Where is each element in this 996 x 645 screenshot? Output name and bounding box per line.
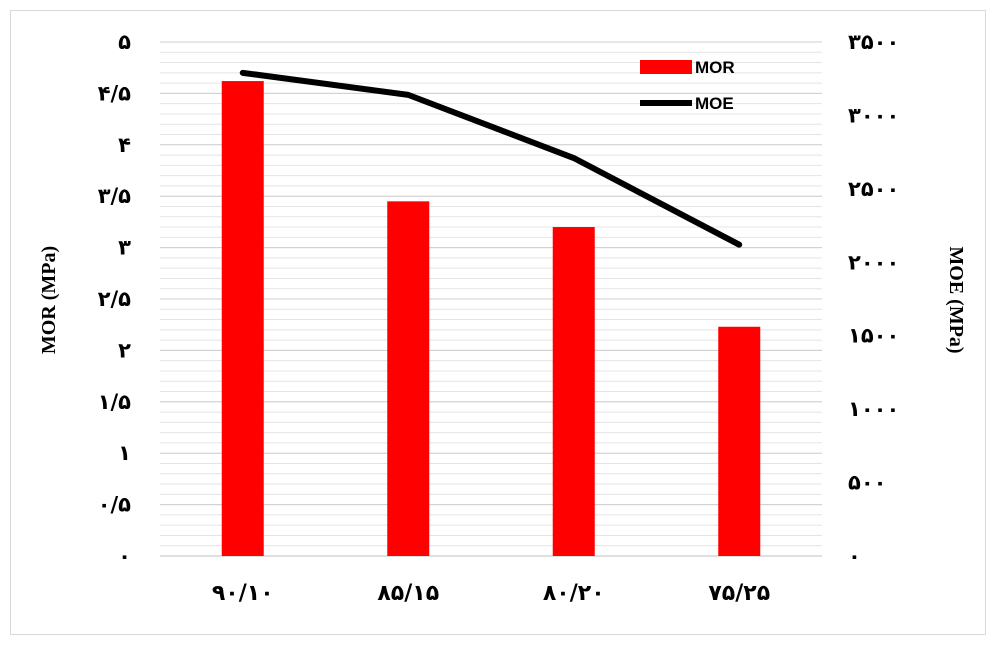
y2-tick-label: ۲۰۰۰ <box>848 250 899 274</box>
line-moe <box>239 69 743 248</box>
y2-tick-label: ۲۵۰۰ <box>848 177 899 201</box>
legend-swatch-mor <box>640 60 692 74</box>
y2-tick-label: ۱۰۰۰ <box>848 397 899 421</box>
y-tick-label: ۴/۵ <box>98 81 131 105</box>
x-tick-label: ۷۵/۲۵ <box>708 581 770 606</box>
x-tick-label: ۹۰/۱۰ <box>212 581 274 606</box>
y2-tick-label: ۵۰۰ <box>848 471 886 495</box>
y-tick-label: ۴ <box>118 133 131 157</box>
y2-axis-title: MOE (MPa) <box>945 246 967 353</box>
legend-label-moe: MOE <box>695 94 734 113</box>
x-tick-label: ۸۰/۲۰ <box>543 581 605 606</box>
legend-label-mor: MOR <box>695 58 735 77</box>
y2-tick-label: ۱۵۰۰ <box>848 324 899 348</box>
y-tick-label: ۰/۵ <box>98 493 131 517</box>
y2-tick-label: ۳۰۰۰ <box>848 103 899 127</box>
y-tick-label: ۰ <box>118 544 131 568</box>
y-tick-label: ۲/۵ <box>98 287 131 311</box>
y2-tick-label: ۳۵۰۰ <box>848 30 899 54</box>
y-tick-label: ۵ <box>118 30 131 54</box>
y-axis-title: MOR (MPa) <box>38 246 60 354</box>
bar-mor <box>387 201 430 556</box>
bar-mor <box>552 227 595 557</box>
y-tick-label: ۳/۵ <box>98 184 131 208</box>
y-tick-label: ۱ <box>118 441 131 465</box>
y2-tick-label: ۰ <box>848 544 861 568</box>
y-tick-label: ۲ <box>118 338 131 362</box>
bar-mor <box>221 81 264 557</box>
bar-mor <box>718 326 761 556</box>
y-tick-label: ۱/۵ <box>98 390 131 414</box>
y-tick-label: ۳ <box>118 236 131 260</box>
x-tick-label: ۸۵/۱۵ <box>377 581 439 606</box>
